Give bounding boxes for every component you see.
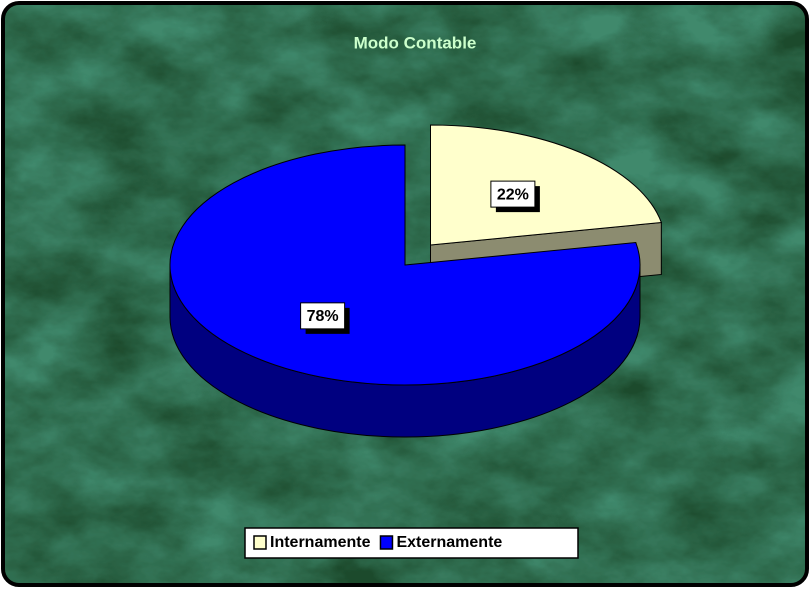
legend-entries: Internamente Externamente xyxy=(253,534,502,551)
chart-title: Modo Contable xyxy=(354,33,477,52)
legend-label: Internamente xyxy=(270,534,371,551)
legend-swatch xyxy=(379,535,394,550)
slice xyxy=(429,124,663,246)
legend xyxy=(244,527,579,559)
data-label: 22% xyxy=(497,186,529,203)
data-label: 78% xyxy=(307,308,339,325)
data-label-box xyxy=(490,180,536,208)
legend-label: Externamente xyxy=(396,534,502,551)
slice xyxy=(169,144,641,386)
legend-swatch xyxy=(253,535,267,550)
pie: 22% 78% xyxy=(169,124,663,438)
data-label-box xyxy=(300,302,346,330)
